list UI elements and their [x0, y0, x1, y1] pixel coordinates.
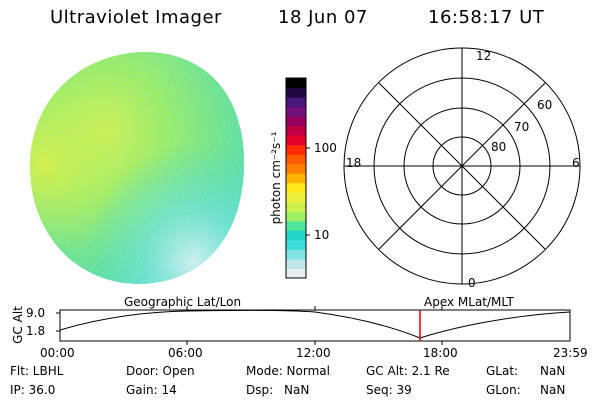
uv-image-disc — [30, 51, 245, 284]
colorbar-swatch — [286, 173, 306, 184]
polar-label-mlt-6: 6 — [572, 156, 580, 170]
colorbar-swatch — [286, 163, 306, 174]
info-glon-value: NaN — [540, 383, 566, 397]
altitude-curve — [59, 309, 571, 339]
colorbar-swatch — [286, 230, 306, 241]
info-seq: Seq: 39 — [366, 383, 412, 397]
colorbar-swatch — [286, 135, 306, 146]
polar-grid — [343, 47, 581, 285]
colorbar-swatch — [286, 211, 306, 222]
colorbar-swatch — [286, 78, 306, 89]
colorbar-frame — [285, 77, 307, 279]
timeline-left-title: Geographic Lat/Lon — [124, 295, 242, 309]
colorbar-swatch — [286, 97, 306, 108]
colorbar-swatch — [286, 258, 306, 269]
info-gain: Gain: 14 — [126, 383, 177, 397]
colorbar-swatch — [286, 239, 306, 250]
info-glat-value: NaN — [540, 364, 566, 378]
info-glon-label: GLon: — [486, 383, 521, 397]
colorbar-swatch — [286, 144, 306, 155]
timeline-y-axis-label: GC Alt — [11, 306, 25, 344]
timeline-ytick-label-bottom: 1.8 — [26, 324, 46, 338]
image-time: 16:58:17 UT — [428, 7, 545, 28]
timeline-xtick-label-1800: 18:00 — [423, 346, 458, 360]
info-dsp-value: NaN — [284, 383, 310, 397]
polar-label-mlt-18: 18 — [346, 156, 362, 170]
colorbar-swatch — [286, 268, 306, 279]
colorbar-label-100: 100 — [314, 141, 337, 155]
info-filter: Flt: LBHL — [10, 364, 64, 378]
timeline-ytick-label-top: 9.0 — [26, 306, 46, 320]
polar-label-lat-60: 60 — [537, 98, 553, 112]
colorbar-label-10: 10 — [314, 228, 330, 242]
polar-label-mlt-12: 12 — [476, 49, 492, 63]
info-door: Door: Open — [126, 364, 195, 378]
colorbar-unit-label: photon cm⁻²s⁻¹ — [269, 131, 283, 225]
timeline-right-title: Apex MLat/MLT — [424, 295, 514, 309]
colorbar-swatch — [286, 182, 306, 193]
instrument-title: Ultraviolet Imager — [50, 7, 222, 28]
colorbar-swatch — [286, 106, 306, 117]
colorbar — [286, 78, 306, 279]
colorbar-swatch — [286, 249, 306, 260]
colorbar-swatch — [286, 201, 306, 212]
info-dsp-label: Dsp: — [246, 383, 274, 397]
colorbar-swatch — [286, 220, 306, 231]
info-gc-alt: GC Alt: 2.1 Re — [366, 364, 450, 378]
polar-label-lat-70: 70 — [514, 120, 530, 134]
colorbar-swatch — [286, 154, 306, 165]
colorbar-swatch — [286, 192, 306, 203]
info-mode: Mode: Normal — [246, 364, 330, 378]
timeline-xtick-label-0600: 06:00 — [168, 346, 203, 360]
colorbar-swatch — [286, 116, 306, 127]
image-date: 18 Jun 07 — [278, 7, 368, 28]
info-ip: IP: 36.0 — [10, 383, 56, 397]
polar-label-mlt-0: 0 — [468, 276, 476, 290]
colorbar-swatch — [286, 125, 306, 136]
colorbar-swatch — [286, 87, 306, 98]
timeline-xtick-label-2359: 23:59 — [553, 346, 588, 360]
info-glat-label: GLat: — [486, 364, 519, 378]
timeline-xtick-label-0000: 00:00 — [40, 346, 75, 360]
timeline-xtick-label-1200: 12:00 — [296, 346, 331, 360]
polar-label-lat-80: 80 — [491, 140, 507, 154]
timeline-xticks — [186, 306, 443, 345]
polar-diagonal-2 — [378, 82, 546, 250]
